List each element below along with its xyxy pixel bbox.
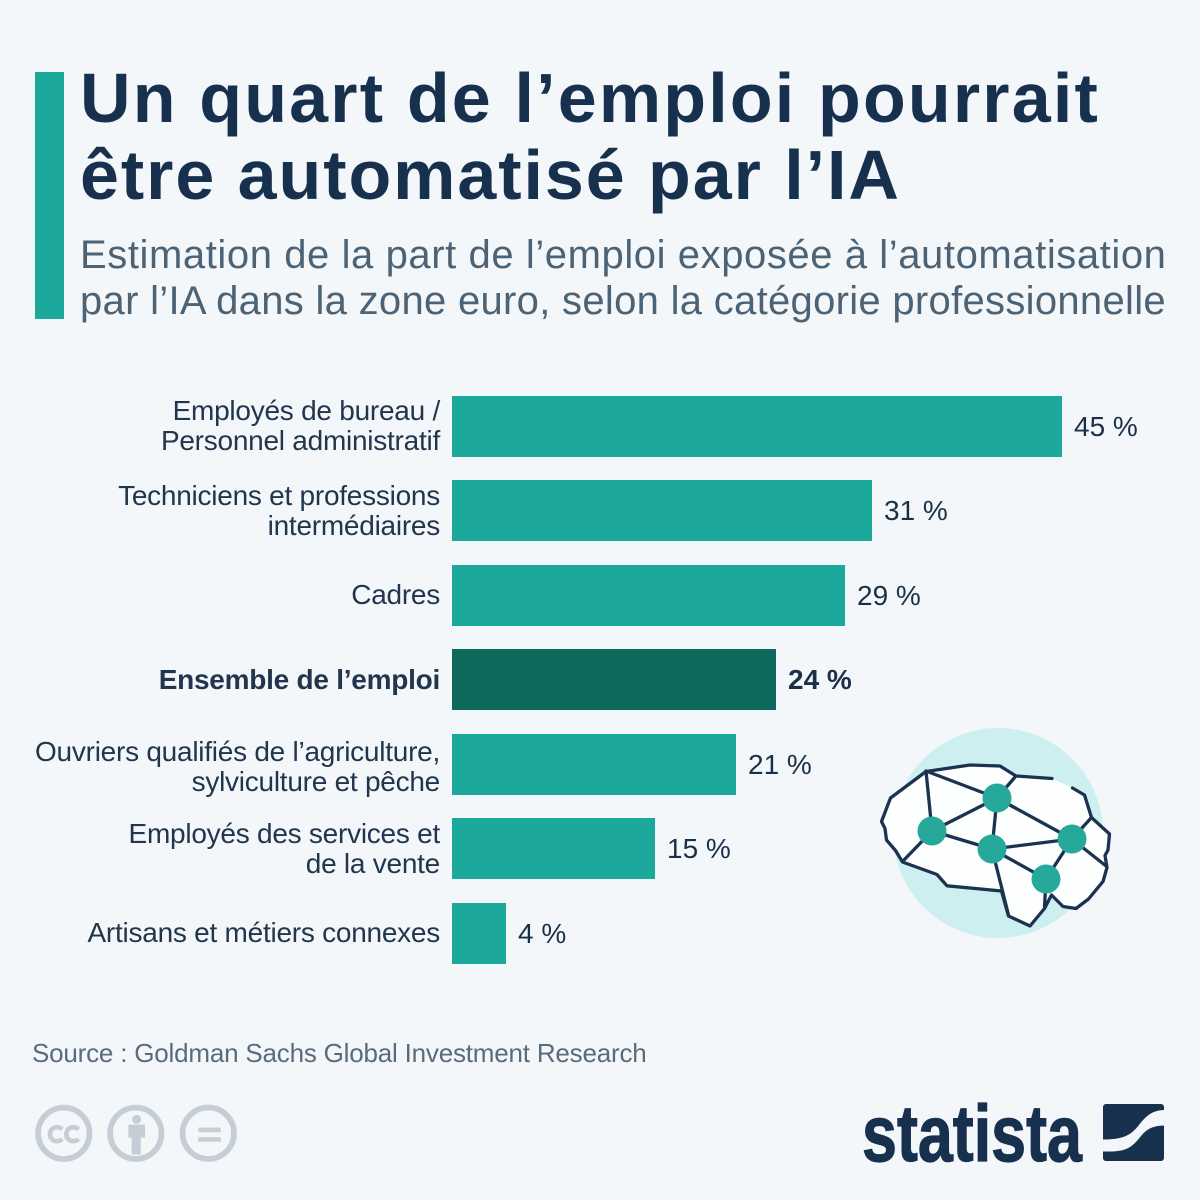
svg-text:statista: statista bbox=[862, 1095, 1082, 1170]
